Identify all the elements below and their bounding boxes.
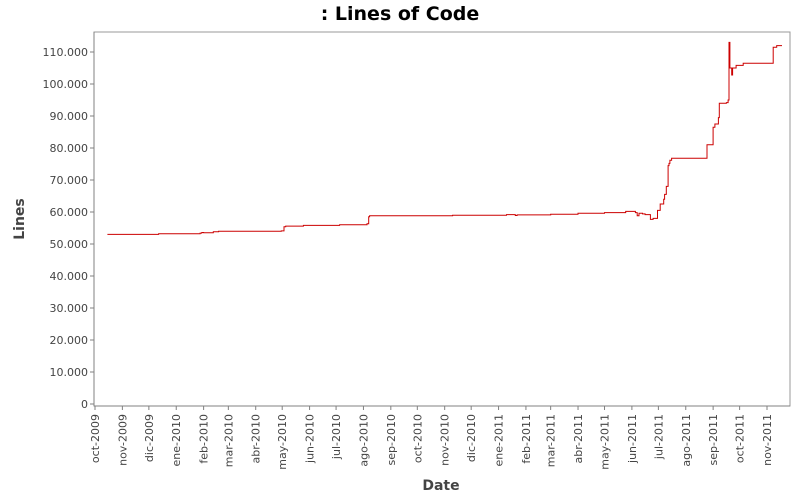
x-tick-label: sep-2011	[707, 414, 720, 465]
x-tick-label: jul-2010	[330, 414, 343, 460]
x-tick-label: abr-2011	[572, 414, 585, 464]
y-tick-label: 50.000	[50, 238, 89, 251]
y-tick-label: 10.000	[50, 366, 89, 379]
x-tick-label: ene-2010	[170, 414, 183, 466]
y-axis-label: Lines	[12, 198, 28, 240]
plot-area	[93, 31, 791, 407]
y-tick-label: 20.000	[50, 334, 89, 347]
x-tick-label: ago-2010	[357, 414, 370, 467]
x-tick-label: sep-2010	[385, 414, 398, 465]
y-tick-label: 70.000	[50, 174, 89, 187]
x-tick-label: oct-2010	[411, 414, 424, 463]
x-tick-label: nov-2009	[116, 414, 129, 466]
x-tick-label: mar-2011	[545, 414, 558, 467]
y-tick-label: 0	[81, 398, 88, 411]
x-tick-label: mar-2010	[222, 414, 235, 467]
y-tick-label: 30.000	[50, 302, 89, 315]
y-tick-label: 40.000	[50, 270, 89, 283]
y-tick-label: 80.000	[50, 142, 89, 155]
x-tick-label: dic-2009	[143, 414, 156, 462]
y-axis: 0 10.000 20.000 30.000 40.000 50.000 60.000 70.…	[43, 32, 95, 411]
chart-title: : Lines of Code	[321, 3, 480, 25]
x-tick-label: ago-2011	[680, 414, 693, 467]
x-axis-label: Date	[422, 478, 459, 494]
x-tick-label: nov-2011	[761, 414, 774, 466]
x-tick-label: feb-2010	[198, 414, 211, 464]
x-tick-label: jun-2011	[626, 414, 639, 464]
y-tick-label: 60.000	[50, 206, 89, 219]
x-tick-label: feb-2011	[520, 414, 533, 464]
x-tick-label: oct-2009	[89, 414, 102, 463]
x-tick-label: jul-2011	[652, 414, 665, 460]
y-tick-label: 90.000	[50, 110, 89, 123]
x-tick-label: may-2010	[276, 414, 289, 470]
x-tick-label: nov-2010	[439, 414, 452, 466]
y-tick-label: 110.000	[43, 46, 89, 59]
x-tick-label: dic-2010	[465, 414, 478, 462]
x-tick-label: ene-2011	[493, 414, 506, 466]
y-tick-label: 100.000	[43, 78, 89, 91]
x-tick-label: jun-2010	[304, 414, 317, 464]
x-tick-label: may-2011	[599, 414, 612, 470]
x-tick-label: abr-2010	[250, 414, 263, 464]
x-axis: oct-2009 nov-2009 dic-2009 ene-2010 feb-2010…	[89, 405, 790, 470]
series-line-lines	[107, 41, 782, 235]
x-tick-label: oct-2011	[734, 414, 747, 463]
